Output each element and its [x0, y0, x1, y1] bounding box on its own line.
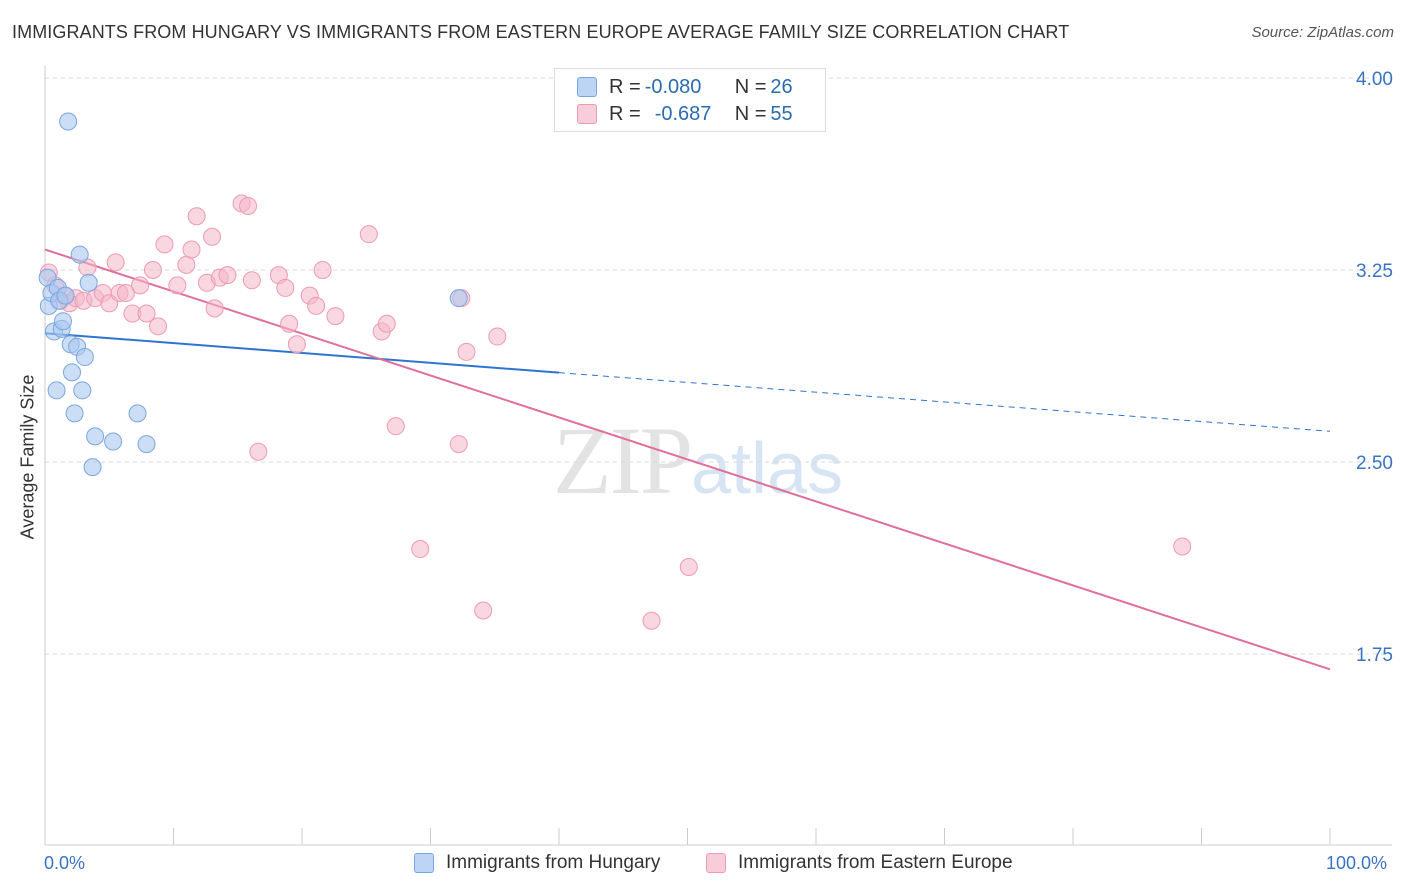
data-point-eastern — [182, 240, 201, 259]
data-point-eastern — [242, 271, 261, 290]
axes — [44, 66, 1392, 846]
legend-n-label: N = — [734, 102, 767, 125]
legend-swatch-hungary — [577, 77, 597, 97]
watermark-zip: ZIP — [553, 407, 693, 514]
data-point-eastern — [187, 207, 206, 226]
data-point-eastern — [155, 235, 174, 254]
data-point-eastern — [205, 299, 224, 318]
data-point-eastern — [287, 335, 306, 354]
data-point-hungary — [128, 404, 147, 423]
data-point-hungary — [449, 289, 468, 308]
data-point-eastern — [249, 442, 268, 461]
data-point-hungary — [83, 458, 102, 477]
legend-row-hungary: R = -0.080 N = 26 — [577, 74, 793, 100]
data-point-hungary — [104, 432, 123, 451]
trend-line-hungary-extension — [558, 372, 1331, 432]
data-point-eastern — [1173, 537, 1192, 556]
data-points — [38, 112, 1192, 630]
data-point-eastern — [307, 296, 326, 315]
legend-r-label: R = — [609, 75, 641, 98]
series-legend: Immigrants from Hungary Immigrants from … — [0, 852, 1406, 878]
data-point-eastern — [177, 255, 196, 274]
data-point-hungary — [70, 245, 89, 264]
data-point-eastern — [359, 225, 378, 244]
y-tick-label: 3.25 — [1356, 261, 1393, 282]
correlation-legend: R = -0.080 N = 26 R = -0.687 N = 55 — [554, 68, 826, 132]
legend-r-label: R = — [609, 102, 641, 125]
data-point-eastern — [143, 261, 162, 279]
legend-n-value: 55 — [770, 102, 793, 125]
data-point-hungary — [62, 363, 81, 382]
data-point-eastern — [137, 304, 156, 323]
data-point-eastern — [276, 278, 295, 297]
series-legend-eastern: Immigrants from Eastern Europe — [706, 852, 1013, 874]
chart-title: IMMIGRANTS FROM HUNGARY VS IMMIGRANTS FR… — [12, 22, 1070, 42]
data-point-eastern — [313, 261, 332, 279]
legend-swatch-eastern — [577, 104, 597, 124]
series-legend-label: Immigrants from Hungary — [446, 852, 661, 873]
data-point-hungary — [137, 435, 156, 454]
data-point-hungary — [73, 381, 92, 400]
trend-lines — [44, 248, 1331, 671]
legend-row-eastern: R = -0.687 N = 55 — [577, 101, 793, 127]
watermark: ZIPatlas — [553, 405, 843, 516]
y-axis-label: Average Family Size — [17, 374, 38, 540]
data-point-eastern — [377, 314, 396, 333]
x-tick-label-min: 0.0% — [44, 853, 86, 873]
data-point-hungary — [53, 312, 72, 331]
y-tick-label: 4.00 — [1356, 69, 1393, 90]
data-point-eastern — [203, 227, 222, 246]
grid-lines — [45, 77, 1392, 655]
data-point-eastern — [326, 307, 345, 326]
data-point-eastern — [218, 266, 237, 285]
data-point-eastern — [168, 276, 187, 295]
data-point-eastern — [411, 540, 430, 559]
data-point-eastern — [449, 435, 468, 454]
data-point-hungary — [79, 273, 98, 292]
legend-n-label: N = — [734, 75, 767, 98]
y-tick-label: 1.75 — [1356, 645, 1393, 666]
data-point-hungary — [59, 112, 78, 131]
series-swatch-eastern — [706, 853, 726, 873]
data-point-eastern — [642, 611, 661, 630]
series-legend-hungary: Immigrants from Hungary — [414, 852, 660, 874]
data-point-eastern — [239, 197, 258, 215]
data-point-eastern — [106, 253, 125, 272]
data-point-hungary — [75, 348, 94, 367]
data-point-hungary — [56, 286, 75, 305]
data-point-eastern — [386, 417, 405, 436]
data-point-eastern — [488, 327, 507, 346]
data-point-eastern — [149, 317, 168, 336]
y-tick-labels: 1.75 2.50 3.25 4.00 — [1356, 69, 1393, 666]
data-point-hungary — [86, 427, 105, 446]
trend-line-hungary — [44, 332, 560, 374]
legend-n-value: 26 — [770, 75, 793, 98]
trend-line-eastern — [44, 248, 1331, 671]
series-swatch-hungary — [414, 853, 434, 873]
data-point-eastern — [116, 284, 135, 303]
data-point-eastern — [474, 601, 493, 620]
y-tick-label: 2.50 — [1356, 453, 1393, 474]
legend-r-value: -0.687 — [654, 102, 712, 125]
legend-r-value: -0.080 — [644, 75, 702, 98]
data-point-hungary — [65, 404, 84, 423]
data-point-eastern — [679, 557, 698, 576]
data-point-eastern — [457, 342, 476, 361]
data-point-eastern — [131, 276, 150, 295]
x-tick-label-max: 100.0% — [1326, 853, 1388, 873]
series-legend-label: Immigrants from Eastern Europe — [738, 852, 1013, 873]
data-point-eastern — [280, 314, 299, 333]
data-point-hungary — [47, 381, 66, 400]
chart-source: Source: ZipAtlas.com — [1251, 24, 1394, 41]
